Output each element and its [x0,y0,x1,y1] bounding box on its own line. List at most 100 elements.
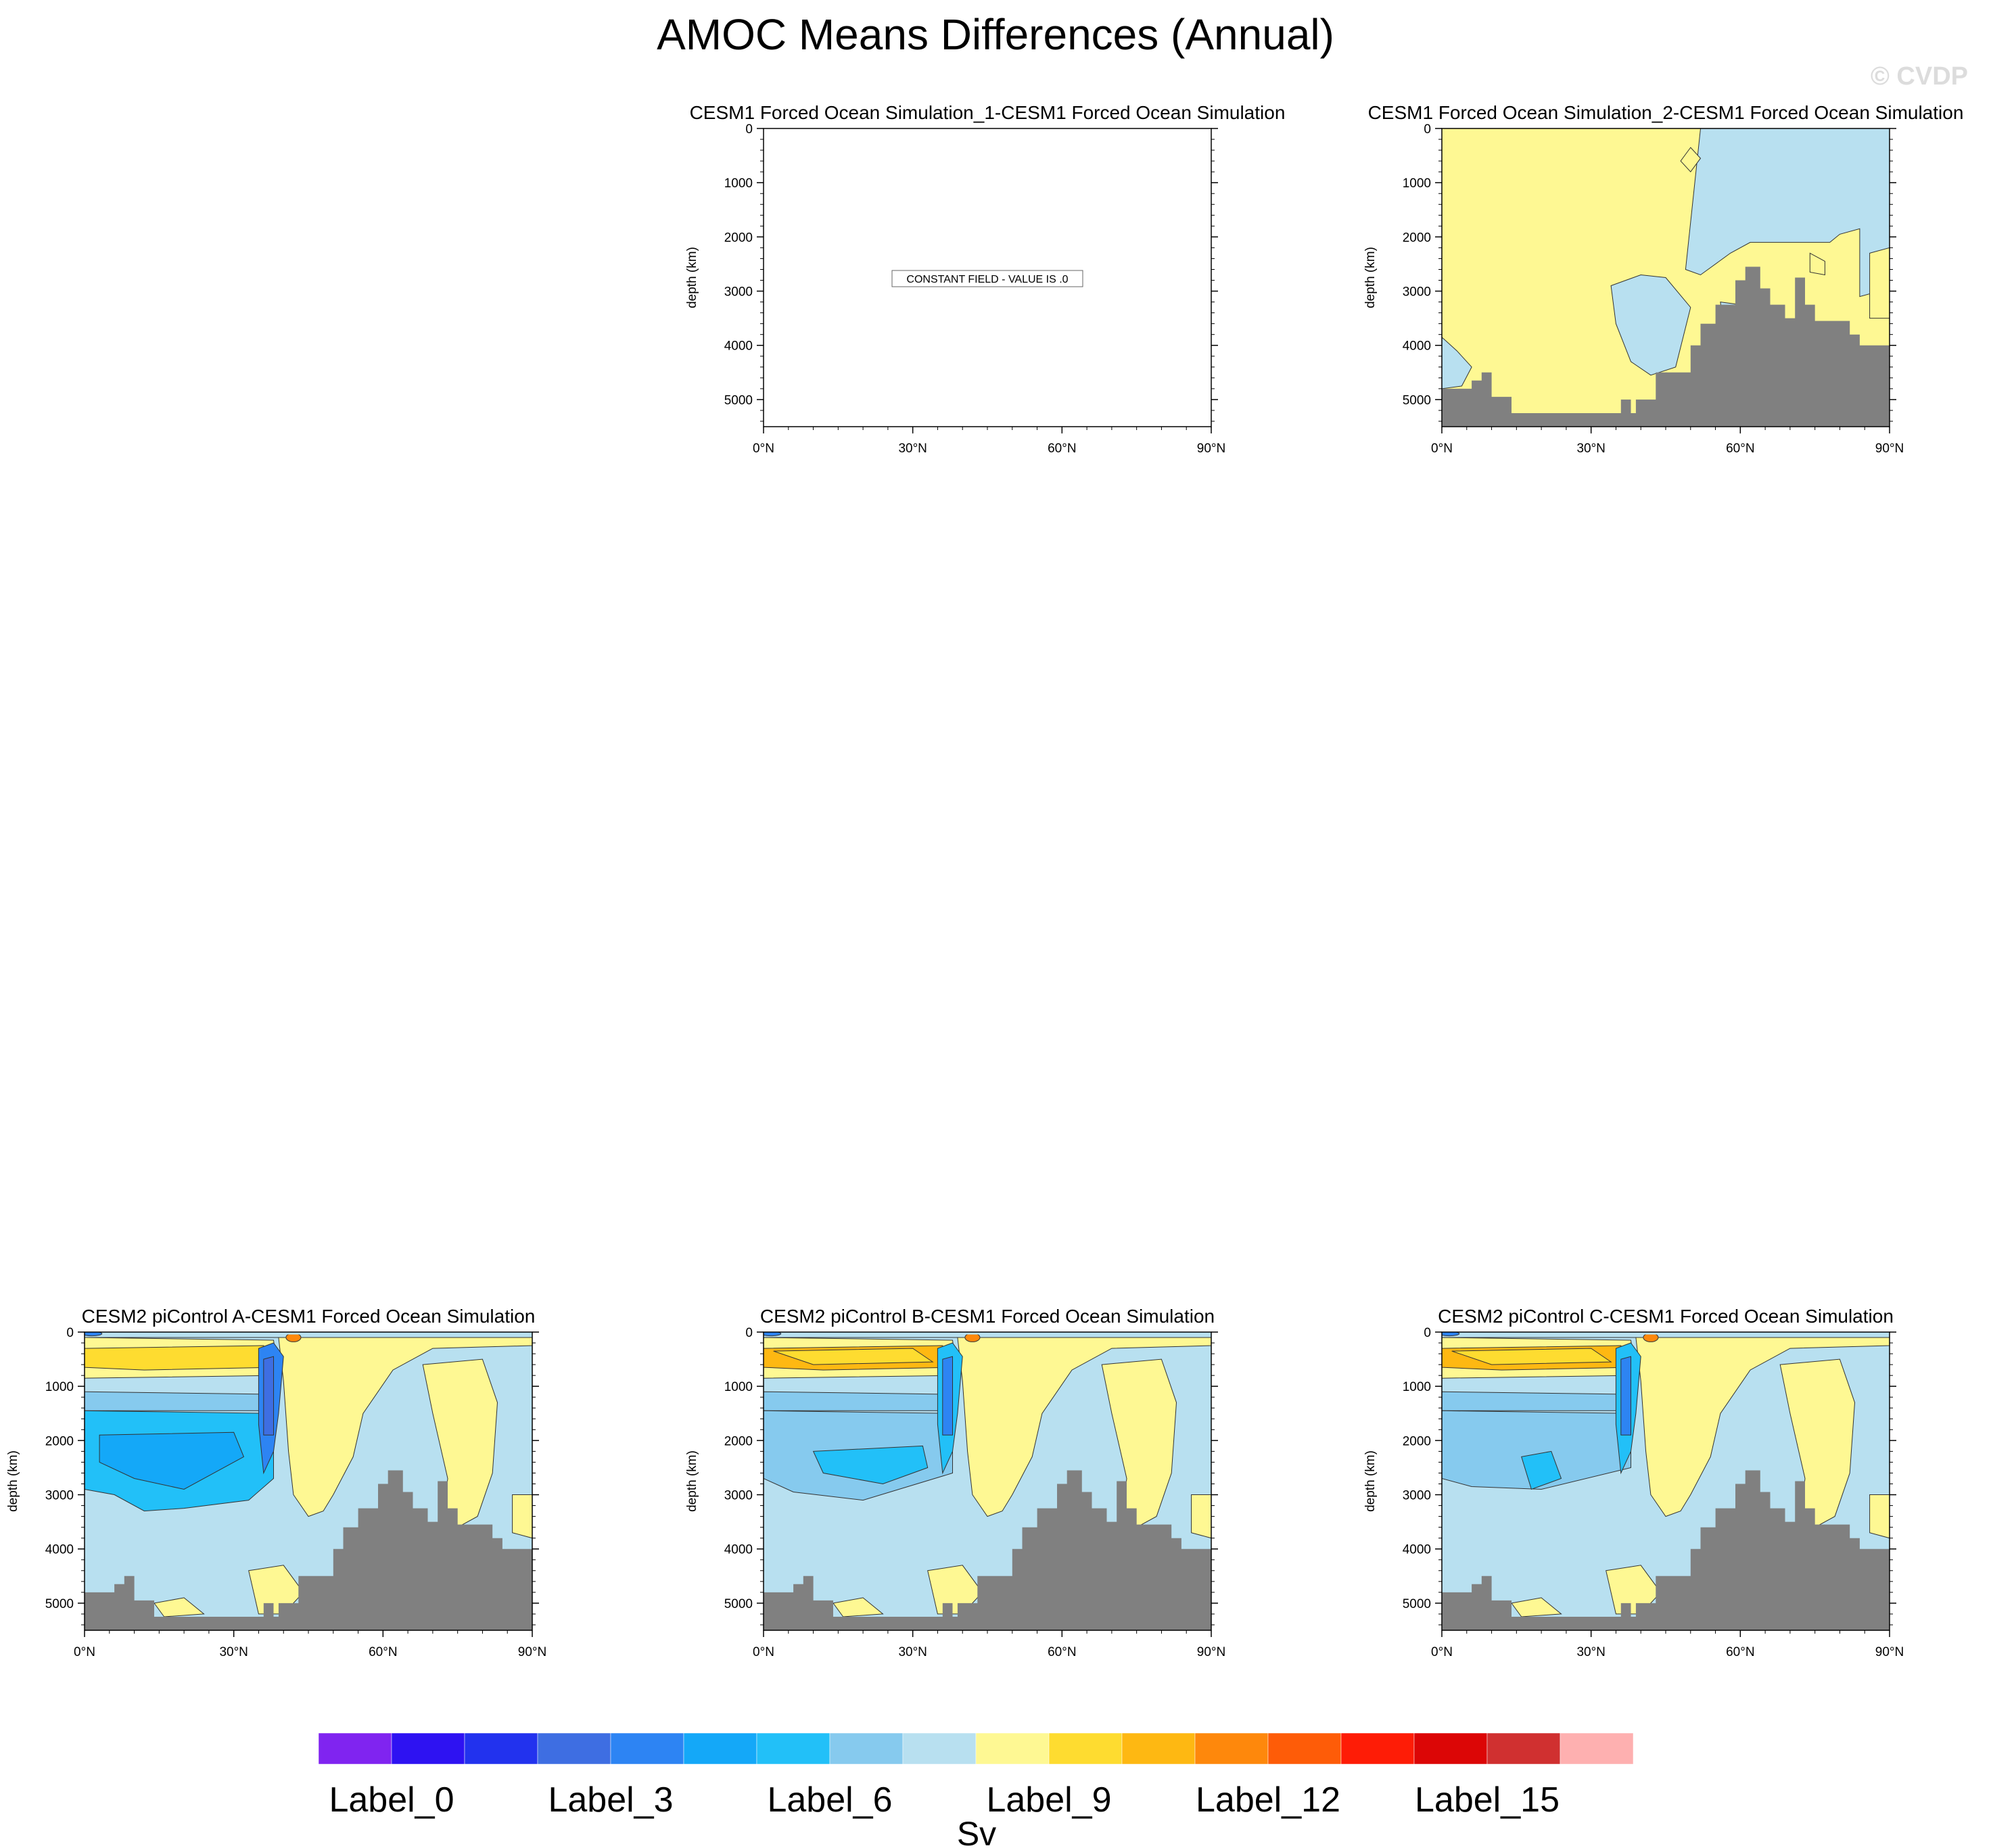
contour-region [957,1337,1211,1517]
contour-region [85,1345,275,1371]
colorbar-label: Label_15 [1415,1780,1560,1820]
contour-region [99,1431,245,1490]
constant-field-label: CONSTANT FIELD - VALUE IS .0 [906,274,1068,285]
x-tick-label: 60°N [1726,1645,1754,1659]
cvdp-watermark: © CVDP [1870,62,1968,91]
bathymetry-mask [85,1470,532,1630]
panel-title: CESM1 Forced Ocean Simulation_1-CESM1 Fo… [690,102,1286,123]
y-tick-label: 4000 [724,1543,753,1557]
y-axis-label: depth (km) [1363,247,1378,308]
contour-field [764,1332,1211,1630]
x-tick-label: 60°N [1048,442,1076,456]
panel-picC: CESM2 piControl C-CESM1 Forced Ocean Sim… [1363,1306,1904,1659]
colorbar-swatch [1560,1732,1634,1765]
bathymetry-mask [1442,1470,1890,1630]
colorbar-swatch [1486,1732,1561,1765]
contour-region [833,1597,884,1617]
colorbar-units: Sv [957,1815,996,1848]
contour-region [422,1358,498,1528]
x-tick-label: 60°N [1048,1645,1076,1659]
contour-region [764,1391,958,1411]
contour-region [1869,1494,1890,1539]
colorbar-swatch [829,1732,904,1765]
contour-extreme [1442,1332,1460,1337]
y-tick-label: 2000 [1403,1434,1431,1448]
colorbar-label: Label_3 [548,1780,673,1820]
contour-region [512,1494,532,1539]
contour-region [278,1337,532,1517]
x-tick-label: 90°N [1875,1645,1904,1659]
y-tick-label: 3000 [1403,285,1431,300]
colorbar-swatch [683,1732,757,1765]
y-tick-label: 5000 [1403,1597,1431,1611]
colorbar-swatch [1194,1732,1269,1765]
y-tick-label: 4000 [724,339,753,354]
x-tick-label: 90°N [1197,442,1225,456]
constant-field-box [891,270,1083,287]
panel-title: CESM2 piControl A-CESM1 Forced Ocean Sim… [82,1306,536,1327]
y-tick-label: 5000 [45,1597,74,1611]
y-tick-label: 1000 [45,1380,74,1394]
contour-region [773,1348,934,1365]
y-tick-label: 4000 [1403,339,1431,354]
y-axis: 0 1000 2000 3000 4000 5000 [1403,122,1896,422]
y-tick-label: 3000 [45,1489,74,1503]
colorbar: Label_0 Label_3 Label_6 Label_9 Label_12 Labe… [318,1732,1634,1848]
y-axis: 0 1000 2000 3000 4000 5000 [1403,1326,1896,1626]
contour-region [1680,147,1702,172]
x-tick-label: 30°N [1576,442,1605,456]
contour-extreme [764,1332,782,1337]
colorbar-swatch [1340,1732,1415,1765]
contour-field [1442,1332,1890,1630]
x-tick-label: 60°N [369,1645,397,1659]
x-tick-label: 90°N [1875,442,1904,456]
panel-picA: CESM2 piControl A-CESM1 Forced Ocean Sim… [6,1306,546,1659]
y-axis: 0 1000 2000 3000 4000 5000 [45,1326,539,1626]
x-tick-label: 30°N [898,1645,927,1659]
y-tick-label: 0 [1424,1326,1431,1340]
x-tick-label: 0°N [1431,1645,1453,1659]
x-tick-label: 0°N [753,442,774,456]
y-axis: 0 1000 2000 3000 4000 5000 [724,1326,1218,1626]
y-tick-label: 1000 [1403,1380,1431,1394]
surface-band [85,1332,532,1335]
colorbar-swatch [537,1732,611,1765]
y-tick-label: 3000 [724,1489,753,1503]
x-axis: 0°N 30°N 60°N 90°N [1431,427,1904,456]
colorbar-swatch [1048,1732,1123,1765]
x-tick-label: 60°N [1726,442,1754,456]
y-axis-label: depth (km) [1363,1450,1378,1512]
x-tick-label: 30°N [1576,1645,1605,1659]
y-tick-label: 0 [745,1326,753,1340]
contour-region [1685,128,1890,298]
colorbar-swatch [1121,1732,1196,1765]
contour-region [1779,1358,1856,1528]
y-tick-label: 4000 [45,1543,74,1557]
colorbar-swatch [756,1732,830,1765]
contour-region [1521,1450,1562,1490]
panel-picB: CESM2 piControl B-CESM1 Forced Ocean Sim… [685,1306,1225,1659]
x-tick-label: 30°N [219,1645,248,1659]
y-tick-label: 0 [66,1326,74,1340]
y-tick-label: 4000 [1403,1543,1431,1557]
bathymetry-mask [764,1470,1211,1630]
colorbar-swatch [391,1732,465,1765]
contour-region [154,1597,205,1617]
x-axis: 0°N 30°N 60°N 90°N [1431,1630,1904,1659]
surface-band [1442,1332,1890,1335]
x-tick-label: 30°N [898,442,927,456]
contour-region [1620,1356,1631,1436]
contour-region [85,1391,279,1411]
figure-title: AMOC Means Differences (Annual) [657,10,1334,59]
colorbar-swatch [610,1732,684,1765]
contour-region [263,1356,274,1436]
contour-region [1101,1358,1177,1528]
contour-field [1442,128,1890,427]
contour-region [1442,337,1472,389]
colorbar-label: Label_9 [986,1780,1111,1820]
panels-group: CESM1 Forced Ocean Simulation_1-CESM1 Fo… [6,102,1963,1659]
y-tick-label: 5000 [724,1597,753,1611]
x-tick-label: 0°N [753,1645,774,1659]
x-axis: 0°N 30°N 60°N 90°N [753,427,1225,456]
contour-region [1809,252,1825,276]
